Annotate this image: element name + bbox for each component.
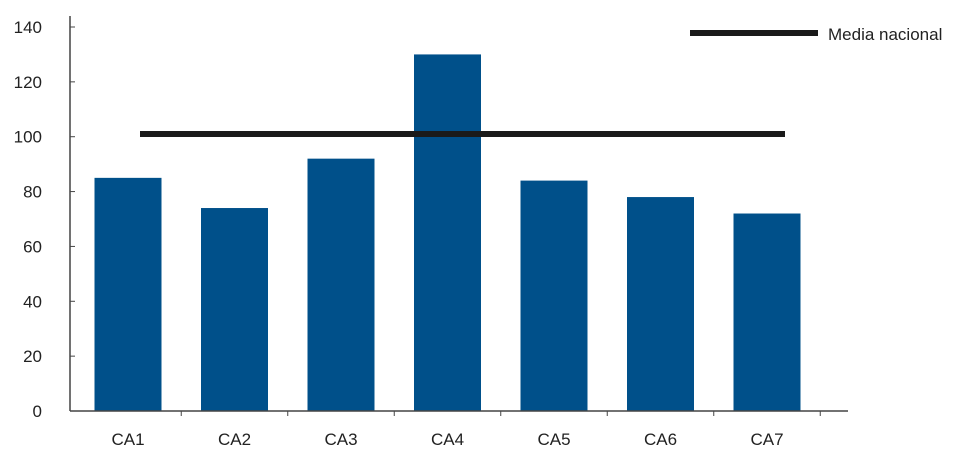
y-tick-label: 0 [33,402,42,421]
x-tick-label-ca2: CA2 [218,430,251,449]
y-tick-label: 20 [23,347,42,366]
x-tick-label-ca5: CA5 [537,430,570,449]
bars [94,54,801,412]
x-tick-label-ca6: CA6 [644,430,677,449]
legend: Media nacional [690,25,942,44]
bar-ca4 [414,54,481,412]
y-tick-label: 40 [23,292,42,311]
x-tick-label-ca3: CA3 [324,430,357,449]
bar-ca3 [307,158,375,411]
bar-ca1 [94,177,162,411]
x-tick-label-ca7: CA7 [750,430,783,449]
y-tick-label: 120 [14,73,42,92]
y-tick-label: 100 [14,128,42,147]
y-tick-label: 60 [23,237,42,256]
y-tick-label: 140 [14,18,42,37]
bar-ca2 [201,208,268,411]
legend-label-media-nacional: Media nacional [828,25,942,44]
x-tick-label-ca4: CA4 [431,430,464,449]
x-axis: CA1 CA2 CA3 CA4 CA5 CA6 CA7 [70,410,848,449]
bar-ca6 [627,197,694,411]
bar-ca7 [733,213,801,411]
bar-ca5 [520,180,588,411]
x-tick-label-ca1: CA1 [111,430,144,449]
y-axis: 0 20 40 60 80 100 120 140 [14,16,75,421]
y-tick-label: 80 [23,183,42,202]
